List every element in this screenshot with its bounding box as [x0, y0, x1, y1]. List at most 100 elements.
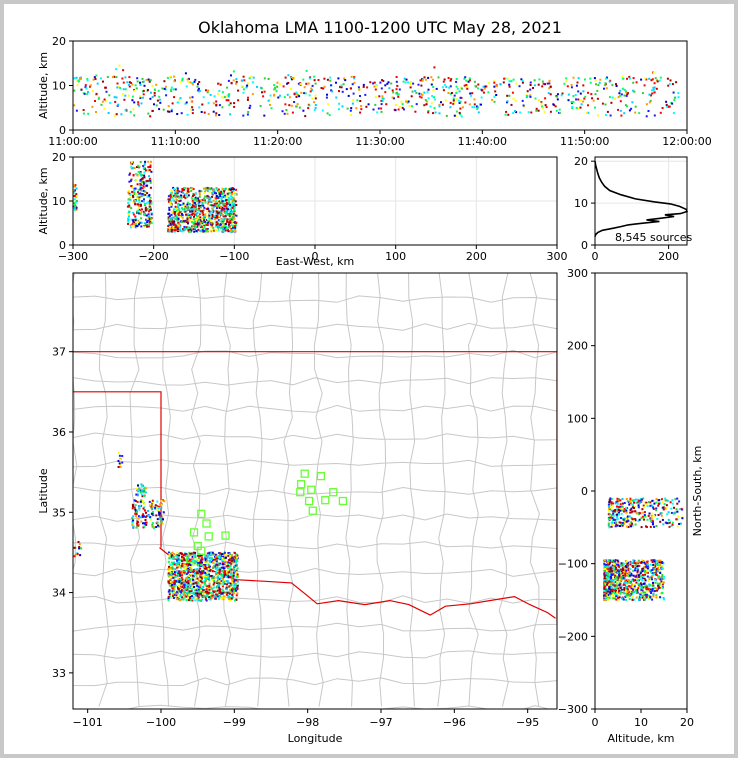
- time-height-source: [458, 101, 461, 104]
- plan-view-source: [183, 586, 186, 589]
- time-height-source: [260, 87, 263, 90]
- hist-alt-tick-label: 20: [574, 155, 588, 168]
- time-height-source: [346, 107, 349, 110]
- time-height-source: [373, 85, 376, 88]
- east-west-source: [223, 188, 225, 190]
- time-height-source: [283, 96, 286, 99]
- altitude-ns-source: [639, 584, 642, 587]
- plan-view-source: [143, 506, 146, 509]
- plan-view-source: [196, 584, 199, 587]
- plan-view-source: [232, 574, 235, 577]
- plan-view-source: [223, 559, 226, 562]
- plan-view-source: [221, 583, 224, 586]
- plan-view-source: [228, 567, 231, 569]
- east-west-source: [138, 212, 140, 215]
- east-west-source: [232, 217, 235, 220]
- altitude-ns-source: [619, 521, 622, 524]
- time-height-source: [167, 105, 170, 108]
- plan-view-source: [168, 565, 170, 568]
- east-west-source: [177, 225, 180, 228]
- altitude-ns-source: [651, 585, 654, 588]
- altitude-ns-source: [611, 570, 614, 573]
- plan-view-source: [182, 580, 185, 583]
- altitude-ns-sources: [603, 497, 684, 601]
- altitude-ns-source: [679, 522, 682, 525]
- east-west-source: [168, 227, 171, 229]
- time-height-source: [474, 85, 477, 87]
- east-west-source: [211, 210, 214, 213]
- altitude-ns-source: [649, 563, 652, 566]
- time-height-source: [311, 84, 314, 87]
- plan-view-source: [235, 589, 238, 592]
- time-height-source: [480, 96, 483, 99]
- altitude-ns-source: [624, 573, 627, 576]
- plan-view-source: [161, 522, 164, 525]
- time-height-source: [599, 78, 602, 81]
- east-west-source: [145, 218, 148, 221]
- time-tick-label: 11:50:00: [560, 135, 609, 148]
- time-height-source: [345, 88, 348, 91]
- east-west-source: [176, 219, 179, 222]
- time-height-source: [396, 91, 398, 94]
- lma-station-marker: [308, 506, 317, 515]
- time-height-source: [609, 114, 612, 117]
- plan-view-source: [144, 487, 147, 490]
- time-height-source: [212, 110, 215, 113]
- time-height-source: [482, 85, 485, 88]
- plan-view-source: [233, 579, 236, 582]
- plan-view-source: [205, 578, 207, 581]
- plan-view-source: [119, 458, 121, 461]
- plan-view-source: [237, 580, 239, 583]
- altitude-ns-source: [642, 579, 645, 582]
- plan-view-source: [168, 575, 171, 578]
- east-west-source: [199, 216, 202, 219]
- plan-view-source: [170, 561, 173, 564]
- plan-view-source: [192, 596, 195, 599]
- altitude-ns-source: [610, 509, 613, 512]
- plan-view-source: [132, 519, 135, 522]
- time-height-source: [95, 74, 98, 77]
- plan-view-source: [132, 515, 135, 518]
- east-west-source: [232, 197, 235, 200]
- plan-view-source: [198, 592, 200, 595]
- east-west-source: [136, 211, 138, 214]
- plan-view-source: [191, 599, 194, 602]
- time-height-source: [382, 79, 385, 82]
- plan-view-source: [229, 588, 232, 591]
- east-west-source: [139, 161, 142, 163]
- east-west-source: [225, 227, 228, 230]
- time-height-source: [659, 76, 662, 79]
- plan-view-source: [224, 560, 227, 563]
- east-west-source: [73, 206, 76, 209]
- plan-view-source: [225, 561, 228, 564]
- plan-view-source: [180, 590, 183, 593]
- plan-view-source: [197, 559, 199, 562]
- plan-view-source: [224, 554, 227, 556]
- time-height-source: [326, 93, 328, 96]
- time-height-source: [178, 98, 181, 101]
- altitude-ns-source: [628, 503, 631, 506]
- plan-view-source: [187, 571, 190, 574]
- time-height-source: [221, 106, 224, 109]
- plan-view-source: [180, 589, 183, 592]
- plan-view-source: [152, 511, 154, 513]
- altitude-ns-source: [637, 574, 640, 577]
- east-west-source: [231, 202, 234, 205]
- ew-tick-label: −300: [58, 250, 88, 263]
- plan-view-source: [183, 596, 186, 599]
- east-west-source: [227, 226, 230, 229]
- time-height-source: [116, 86, 119, 89]
- plan-view-source: [167, 572, 170, 575]
- east-west-source: [174, 205, 177, 208]
- altitude-ns-source: [631, 522, 634, 525]
- altitude-ns-source: [643, 585, 646, 588]
- plan-view-source: [207, 574, 210, 577]
- east-west-source: [201, 198, 204, 201]
- altitude-ns-source: [659, 564, 662, 567]
- altitude-ns-source: [620, 523, 623, 526]
- plan-view-source: [225, 593, 228, 596]
- east-west-ylabel: Altitude, km: [37, 167, 50, 234]
- time-height-source: [661, 107, 664, 109]
- time-height-source: [246, 98, 249, 101]
- altitude-ns-source: [681, 517, 684, 520]
